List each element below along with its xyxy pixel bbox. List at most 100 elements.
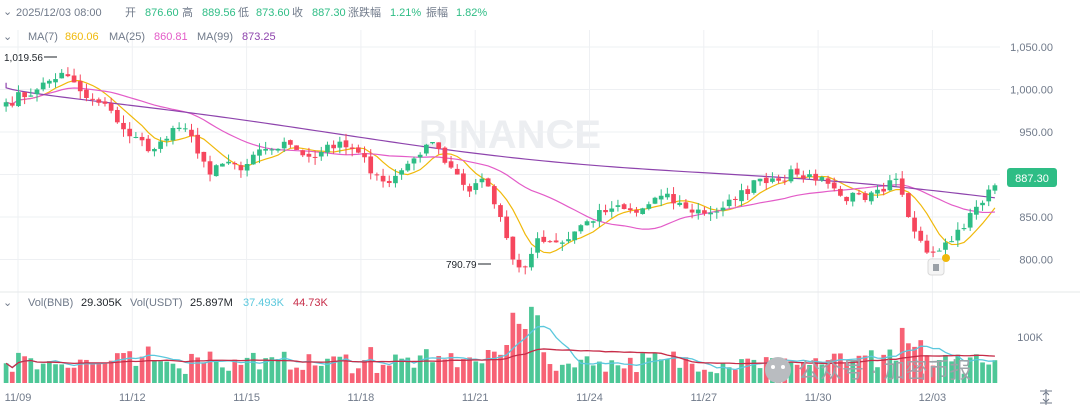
high-annotation-label: 1,019.56 — [4, 53, 43, 64]
ma-legend-chevron-icon[interactable]: ⌄ — [3, 31, 12, 43]
candle — [955, 222, 961, 247]
candle-body — [331, 144, 336, 149]
volume-bar — [263, 358, 269, 383]
candle-body — [794, 168, 800, 175]
volume-bar — [949, 361, 954, 383]
candle-body — [417, 154, 423, 158]
candle — [170, 125, 176, 145]
volume-bar — [473, 361, 479, 383]
volume-bar — [436, 355, 442, 383]
volume-bar — [411, 367, 417, 383]
expand-icon[interactable] — [1040, 389, 1052, 405]
candle — [28, 88, 34, 97]
candle — [566, 231, 571, 244]
volume-bar — [800, 362, 806, 383]
candle-body — [102, 101, 108, 104]
candle-body — [992, 185, 998, 191]
candle-body — [559, 242, 565, 244]
candle-body — [949, 241, 954, 243]
candle-body — [479, 178, 485, 183]
candle — [3, 98, 9, 112]
candle-body — [609, 208, 615, 212]
volume-bar — [794, 364, 800, 383]
candle — [961, 223, 967, 231]
candle-body — [164, 138, 170, 141]
volume-bar — [831, 353, 837, 383]
candle-body — [207, 161, 213, 175]
candle — [572, 231, 578, 244]
time-tick-label: 11/30 — [805, 392, 832, 404]
chevron-down-icon[interactable]: ⌄ — [3, 6, 12, 18]
candle — [906, 192, 911, 218]
time-tick-label: 12/03 — [919, 392, 947, 404]
volume-bar — [430, 362, 435, 383]
volume-bar — [356, 368, 361, 383]
candle-body — [547, 241, 553, 243]
candle — [504, 210, 510, 240]
candle-body — [281, 141, 287, 149]
candle-body — [84, 89, 89, 98]
price-tick-label: 800.00 — [1019, 255, 1053, 267]
volume-bar — [640, 353, 645, 383]
volume-bar — [906, 343, 911, 383]
candle — [739, 183, 744, 207]
vol-legend-chevron-icon[interactable]: ⌄ — [3, 297, 12, 309]
candle-body — [114, 109, 120, 123]
candle-body — [461, 173, 466, 185]
candle — [102, 97, 108, 107]
candle — [603, 204, 608, 216]
candle — [473, 178, 479, 195]
candle — [164, 135, 170, 147]
volume-bar — [201, 362, 207, 383]
price-axis: 800.00850.00900.00950.001,000.001,050.00… — [1010, 42, 1053, 344]
candle — [541, 230, 547, 244]
candle — [461, 168, 466, 191]
candle-body — [337, 141, 343, 148]
candle — [992, 183, 998, 195]
notice-icon[interactable] — [927, 254, 950, 276]
candle — [393, 169, 398, 188]
volume-bar — [325, 358, 330, 383]
ma25-label: MA(25) — [109, 31, 145, 43]
high-label: 高 — [182, 5, 193, 19]
volume-bar — [967, 357, 973, 383]
chart-grid — [0, 30, 1080, 383]
candle — [683, 199, 689, 209]
candle-body — [683, 202, 689, 209]
volume-bar — [609, 360, 615, 383]
volume-bar — [498, 354, 503, 383]
volume-bar — [955, 354, 961, 383]
volume-bar — [47, 361, 52, 383]
candle — [399, 168, 404, 180]
time-tick-label: 11/24 — [576, 392, 603, 404]
candle-body — [306, 153, 312, 157]
candle — [467, 183, 472, 197]
candle — [726, 194, 732, 209]
candle — [763, 172, 769, 190]
candle-body — [96, 99, 102, 103]
candle-body — [399, 170, 404, 175]
candle-body — [658, 195, 664, 200]
candle-body — [720, 207, 726, 211]
volume-bar — [788, 361, 794, 383]
volume-bar — [893, 360, 899, 383]
candle-body — [541, 236, 547, 242]
volume-bar — [250, 352, 256, 383]
candle-body — [603, 210, 608, 213]
volume-bar — [529, 306, 534, 383]
candle — [788, 165, 794, 184]
candle — [114, 106, 120, 124]
volume-bar — [745, 358, 751, 383]
candle — [547, 239, 553, 243]
candle — [300, 149, 306, 158]
candle-body — [349, 147, 355, 149]
candle — [967, 208, 973, 231]
candle-body — [467, 186, 472, 192]
candle — [893, 173, 899, 187]
candle — [665, 187, 670, 200]
candle-body — [405, 163, 411, 171]
candle — [590, 220, 596, 228]
candle-body — [732, 198, 738, 200]
volume-bar — [257, 369, 262, 383]
